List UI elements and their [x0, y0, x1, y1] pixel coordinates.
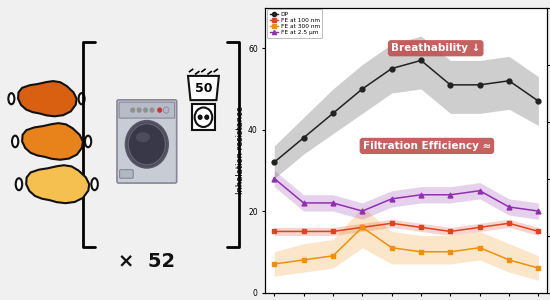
DP [359, 87, 366, 91]
PathPatch shape [18, 81, 76, 116]
Circle shape [131, 108, 135, 112]
Ellipse shape [16, 178, 22, 190]
Circle shape [138, 108, 141, 112]
Ellipse shape [136, 132, 150, 142]
Ellipse shape [8, 93, 14, 104]
Ellipse shape [91, 178, 98, 190]
FE at 2.5 μm [447, 193, 454, 196]
PathPatch shape [26, 165, 89, 203]
FE at 2.5 μm [535, 209, 542, 213]
FE at 100 nm [417, 226, 424, 229]
Circle shape [150, 108, 154, 112]
FE at 300 nm [506, 258, 513, 262]
FE at 2.5 μm [476, 189, 483, 193]
FE at 100 nm [506, 221, 513, 225]
Line: DP: DP [272, 58, 541, 165]
Ellipse shape [12, 136, 18, 147]
Circle shape [144, 108, 147, 112]
DP [535, 99, 542, 103]
FE at 300 nm [417, 250, 424, 253]
FancyBboxPatch shape [119, 170, 133, 178]
PathPatch shape [22, 123, 83, 160]
FE at 100 nm [329, 230, 336, 233]
Circle shape [158, 108, 162, 112]
FE at 100 nm [271, 230, 278, 233]
DP [476, 83, 483, 87]
Circle shape [205, 115, 208, 119]
Circle shape [163, 107, 169, 113]
FE at 300 nm [388, 246, 395, 250]
Ellipse shape [79, 93, 85, 104]
Text: Breathability ↓: Breathability ↓ [391, 43, 480, 53]
DP [506, 79, 513, 83]
FE at 300 nm [300, 258, 307, 262]
FE at 2.5 μm [329, 201, 336, 205]
Circle shape [195, 107, 212, 127]
DP [271, 160, 278, 164]
Y-axis label: Inhalation resistance: Inhalation resistance [236, 106, 245, 194]
FE at 100 nm [359, 226, 366, 229]
FE at 300 nm [476, 246, 483, 250]
DP [388, 67, 395, 70]
FE at 2.5 μm [388, 197, 395, 201]
DP [447, 83, 454, 87]
FE at 100 nm [535, 230, 542, 233]
FE at 100 nm [476, 226, 483, 229]
DP [417, 58, 424, 62]
DP [300, 136, 307, 140]
FE at 2.5 μm [417, 193, 424, 196]
FE at 100 nm [300, 230, 307, 233]
FE at 2.5 μm [506, 205, 513, 209]
FancyBboxPatch shape [119, 102, 175, 118]
FancyBboxPatch shape [117, 100, 177, 183]
FE at 300 nm [329, 254, 336, 258]
Line: FE at 300 nm: FE at 300 nm [272, 225, 541, 271]
FE at 300 nm [535, 266, 542, 270]
FE at 100 nm [388, 221, 395, 225]
Legend: DP, FE at 100 nm, FE at 300 nm, FE at 2.5 μm: DP, FE at 100 nm, FE at 300 nm, FE at 2.… [267, 9, 322, 38]
Circle shape [199, 115, 202, 119]
Circle shape [126, 121, 168, 168]
Line: FE at 2.5 μm: FE at 2.5 μm [272, 176, 541, 214]
Line: FE at 100 nm: FE at 100 nm [272, 221, 541, 234]
FE at 2.5 μm [359, 209, 366, 213]
FE at 100 nm [447, 230, 454, 233]
Ellipse shape [85, 136, 91, 147]
FE at 300 nm [271, 262, 278, 266]
PathPatch shape [188, 76, 219, 100]
Circle shape [164, 108, 168, 112]
DP [329, 112, 336, 115]
Text: 50: 50 [195, 82, 212, 94]
Text: ×  52: × 52 [118, 252, 175, 271]
FE at 2.5 μm [300, 201, 307, 205]
Circle shape [128, 124, 166, 165]
FE at 300 nm [359, 226, 366, 229]
FE at 300 nm [447, 250, 454, 253]
FE at 2.5 μm [271, 177, 278, 180]
Text: Filtration Efficiency ≈: Filtration Efficiency ≈ [363, 141, 491, 151]
Bar [192, 104, 215, 130]
